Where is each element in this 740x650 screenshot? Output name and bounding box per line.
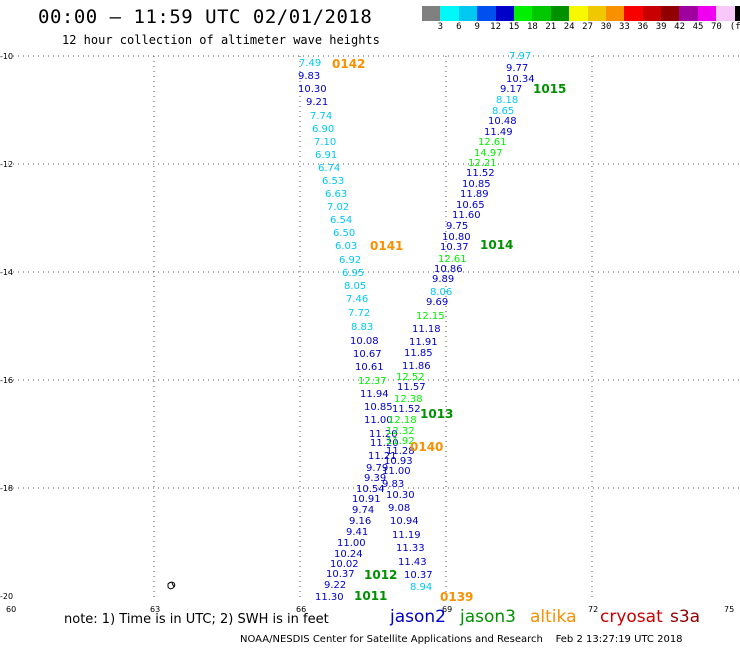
track-label: 0140 (410, 440, 443, 454)
wave-height-point: 11.91 (409, 337, 438, 348)
wave-height-point: 9.83 (382, 479, 404, 490)
track-label: 1012 (364, 568, 397, 582)
track-label: 1014 (480, 238, 513, 252)
wave-height-point: 9.75 (446, 221, 468, 232)
wave-height-point: 11.94 (360, 389, 389, 400)
legend-cryosat: cryosat (600, 607, 663, 627)
wave-height-point: 12.18 (388, 415, 417, 426)
wave-height-point: 10.30 (298, 84, 327, 95)
wave-height-point: 11.30 (315, 592, 344, 603)
wave-height-point: 6.03 (335, 241, 357, 252)
wave-height-point: 6.63 (325, 189, 347, 200)
footer-credit: NOAA/NESDIS Center for Satellite Applica… (240, 634, 683, 645)
wave-height-point: 12.61 (478, 137, 507, 148)
legend-jason2: jason2 (390, 607, 446, 627)
wave-height-point: 12.37 (358, 376, 387, 387)
wave-height-point: 10.94 (390, 516, 419, 527)
wave-height-point: 8.18 (496, 95, 518, 106)
wave-height-point: 8.94 (410, 582, 432, 593)
wave-height-point: 10.37 (404, 570, 433, 581)
wave-height-point: 7.49 (299, 58, 321, 69)
track-label: 1011 (354, 589, 387, 603)
track-label: 0141 (370, 239, 403, 253)
wave-height-point: 10.91 (352, 494, 381, 505)
wave-height-point: 7.10 (314, 137, 336, 148)
wave-height-point: 6.53 (322, 176, 344, 187)
track-label: 0142 (332, 57, 365, 71)
wave-height-point: 7.72 (348, 308, 370, 319)
lat-tick-label: -14 (0, 268, 13, 277)
wave-height-point: 10.85 (364, 402, 393, 413)
wave-height-point: 10.61 (355, 362, 384, 373)
wave-height-point: 6.90 (312, 124, 334, 135)
island-outline (168, 582, 175, 589)
wave-height-point: 10.67 (353, 349, 382, 360)
wave-height-point: 9.21 (306, 97, 328, 108)
wave-height-point: 11.18 (412, 324, 441, 335)
wave-height-point: 12.15 (416, 311, 445, 322)
wave-height-point: 6.95 (342, 268, 364, 279)
wave-height-point: 11.00 (337, 538, 366, 549)
lon-tick-label: 60 (6, 605, 16, 614)
wave-height-point: 11.00 (382, 466, 411, 477)
track-label: 1013 (420, 407, 453, 421)
wave-height-point: 9.22 (324, 580, 346, 591)
lat-tick-label: -18 (0, 484, 13, 493)
wave-height-point: 6.91 (315, 150, 337, 161)
wave-height-point: 10.48 (488, 116, 517, 127)
wave-height-point: 9.08 (388, 503, 410, 514)
wave-height-point: 9.74 (352, 505, 374, 516)
wave-height-point: 11.89 (460, 189, 489, 200)
wave-height-point: 6.74 (318, 163, 340, 174)
wave-height-point: 9.83 (298, 71, 320, 82)
wave-height-point: 9.41 (346, 527, 368, 538)
wave-height-point: 10.37 (440, 242, 469, 253)
wave-height-point: 10.30 (386, 490, 415, 501)
wave-height-point: 7.46 (346, 294, 368, 305)
footer-note: note: 1) Time is in UTC; 2) SWH is in fe… (64, 612, 329, 627)
lat-tick-label: -20 (0, 592, 13, 601)
wave-height-point: 11.57 (397, 382, 426, 393)
credit-text: NOAA/NESDIS Center for Satellite Applica… (240, 634, 543, 645)
wave-height-point: 11.52 (466, 168, 495, 179)
wave-height-point: 9.89 (432, 274, 454, 285)
wave-height-point: 6.92 (339, 255, 361, 266)
wave-height-point: 10.08 (350, 336, 379, 347)
track-label: 1015 (533, 82, 566, 96)
wave-height-point: 11.33 (396, 543, 425, 554)
wave-height-point: 11.85 (404, 348, 433, 359)
wave-height-point: 9.16 (349, 516, 371, 527)
legend-s3a: s3a (670, 607, 700, 627)
wave-height-point: 8.05 (344, 281, 366, 292)
credit-timestamp: Feb 2 13:27:19 UTC 2018 (556, 634, 683, 645)
wave-height-map: 60 63 66 69 72 75-10-12-14-16-18-207.499.8310… (0, 0, 740, 650)
track-label: 0139 (440, 590, 473, 604)
wave-height-point: 7.74 (310, 111, 332, 122)
wave-height-point: 8.83 (351, 322, 373, 333)
wave-height-point: 11.60 (452, 210, 481, 221)
wave-height-point: 11.43 (398, 557, 427, 568)
wave-height-point: 9.77 (506, 63, 528, 74)
wave-height-point: 11.86 (402, 361, 431, 372)
wave-height-point: 11.52 (392, 404, 421, 415)
wave-height-point: 11.19 (392, 530, 421, 541)
legend-altika: altika (530, 607, 577, 627)
wave-height-point: 10.37 (326, 569, 355, 580)
wave-height-point: 6.54 (330, 215, 352, 226)
wave-height-point: 9.17 (500, 84, 522, 95)
wave-height-point: 7.02 (327, 202, 349, 213)
wave-height-point: 7.97 (509, 51, 531, 62)
legend-jason3: jason3 (460, 607, 516, 627)
lon-tick-label: 72 (588, 605, 598, 614)
wave-height-point: 9.69 (426, 297, 448, 308)
wave-height-point: 6.50 (333, 228, 355, 239)
lat-tick-label: -10 (0, 52, 13, 61)
lat-tick-label: -12 (0, 160, 13, 169)
lon-tick-label: 75 (724, 605, 734, 614)
lat-tick-label: -16 (0, 376, 13, 385)
